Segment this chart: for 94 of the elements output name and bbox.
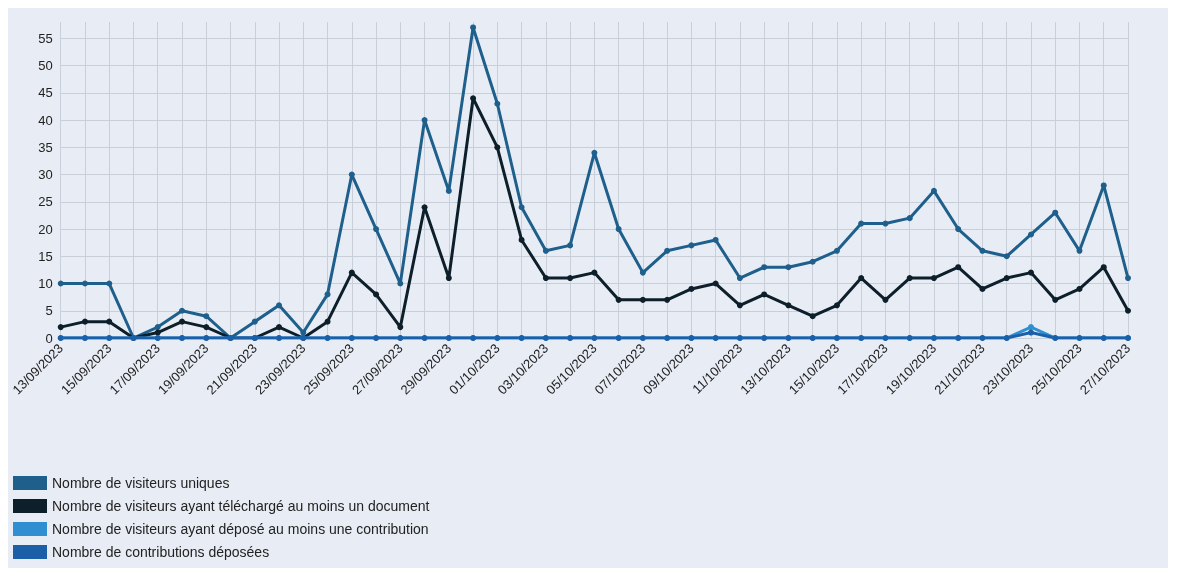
- point: [664, 247, 671, 254]
- point: [81, 318, 88, 325]
- point: [567, 242, 574, 249]
- point: [979, 285, 986, 292]
- legend-label: Nombre de contributions déposées: [52, 544, 270, 560]
- point: [179, 318, 186, 325]
- y-tick-label: 35: [38, 139, 53, 155]
- point: [1052, 209, 1059, 216]
- point: [1125, 275, 1131, 282]
- point: [1027, 231, 1034, 238]
- point: [785, 264, 792, 271]
- point: [1125, 307, 1131, 314]
- point: [906, 215, 913, 222]
- point: [1027, 324, 1034, 331]
- point: [1076, 285, 1083, 292]
- y-tick-label: 30: [38, 167, 53, 183]
- point: [154, 324, 161, 331]
- point: [1100, 182, 1107, 189]
- point: [761, 291, 768, 298]
- point: [1027, 269, 1034, 276]
- y-tick-label: 25: [38, 194, 53, 210]
- y-tick-label: 55: [38, 30, 53, 46]
- point: [470, 95, 477, 102]
- point: [106, 280, 113, 287]
- point: [494, 100, 501, 107]
- point: [930, 275, 937, 282]
- y-tick-label: 50: [38, 58, 53, 74]
- y-tick-label: 5: [45, 303, 53, 319]
- point: [833, 302, 840, 309]
- y-tick-label: 10: [38, 276, 53, 292]
- point: [203, 313, 210, 320]
- point: [445, 275, 452, 282]
- y-tick-label: 20: [38, 221, 53, 237]
- point: [809, 313, 816, 320]
- point: [930, 187, 937, 194]
- point: [833, 247, 840, 254]
- point: [470, 24, 477, 31]
- point: [1003, 275, 1010, 282]
- point: [664, 296, 671, 303]
- point: [858, 220, 865, 227]
- point: [57, 324, 64, 331]
- point: [348, 171, 355, 178]
- point: [397, 324, 404, 331]
- point: [445, 187, 452, 194]
- point: [688, 242, 695, 249]
- point: [809, 258, 816, 265]
- point: [688, 285, 695, 292]
- point: [324, 291, 331, 298]
- legend-label: Nombre de visiteurs ayant téléchargé au moins un document: [52, 498, 430, 514]
- point: [518, 236, 525, 243]
- y-tick-label: 15: [38, 248, 53, 264]
- y-tick-label: 0: [45, 330, 53, 346]
- y-tick-label: 45: [38, 85, 53, 101]
- point: [179, 307, 186, 314]
- point: [882, 296, 889, 303]
- point: [518, 204, 525, 211]
- legend-label: Nombre de visiteurs uniques: [52, 475, 230, 491]
- point: [955, 226, 962, 233]
- point: [639, 269, 646, 276]
- point: [615, 296, 622, 303]
- point: [736, 275, 743, 282]
- point: [421, 117, 428, 124]
- point: [1052, 296, 1059, 303]
- point: [639, 296, 646, 303]
- point: [251, 318, 258, 325]
- legend-label: Nombre de visiteurs ayant déposé au moins une contribution: [52, 521, 429, 537]
- y-tick-label: 40: [38, 112, 53, 128]
- point: [1027, 329, 1034, 336]
- point: [955, 264, 962, 271]
- point: [421, 204, 428, 211]
- point: [106, 318, 113, 325]
- point: [373, 226, 380, 233]
- point: [1100, 264, 1107, 271]
- point: [979, 247, 986, 254]
- point: [542, 275, 549, 282]
- point: [348, 269, 355, 276]
- point: [591, 149, 598, 156]
- point: [81, 280, 88, 287]
- point: [373, 291, 380, 298]
- point: [906, 275, 913, 282]
- point: [591, 269, 598, 276]
- point: [203, 324, 210, 331]
- point: [615, 226, 622, 233]
- point: [542, 247, 549, 254]
- point: [736, 302, 743, 309]
- point: [882, 220, 889, 227]
- point: [785, 302, 792, 309]
- point: [276, 324, 283, 331]
- point: [761, 264, 768, 271]
- point: [1003, 253, 1010, 260]
- point: [494, 144, 501, 151]
- point: [712, 236, 719, 243]
- point: [567, 275, 574, 282]
- point: [276, 302, 283, 309]
